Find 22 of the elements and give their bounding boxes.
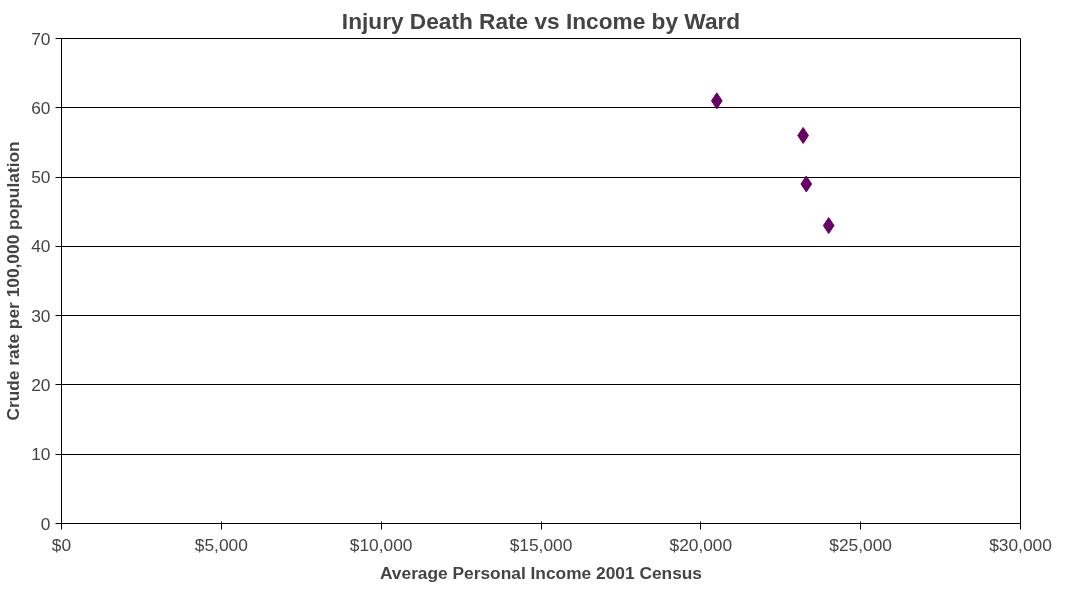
y-tick-label: 30 [31, 305, 51, 326]
y-tick-label: 10 [31, 444, 51, 465]
x-tick-label: $30,000 [989, 534, 1052, 555]
x-axis-title: Average Personal Income 2001 Census [380, 562, 703, 583]
x-tick-label: $25,000 [829, 534, 892, 555]
point [822, 217, 835, 235]
point [710, 92, 723, 110]
point [800, 175, 813, 193]
x-tick-label: $10,000 [349, 534, 413, 555]
y-tick-label: 20 [31, 374, 51, 395]
y-tick-label: 50 [31, 167, 51, 188]
y-tick-label: 0 [40, 513, 51, 534]
y-axis-title: Crude rate per 100,000 population [3, 141, 24, 421]
point [797, 127, 809, 144]
x-tick-label: $20,000 [669, 534, 733, 555]
x-tick-label: $0 [51, 534, 72, 555]
y-tick-label: 40 [31, 236, 51, 257]
x-tick-label: $5,000 [194, 534, 248, 555]
x-tick-label: $15,000 [509, 534, 573, 555]
y-tick-label: 70 [31, 28, 51, 49]
y-tick-label: 60 [31, 97, 51, 118]
chart-title: Injury Death Rate vs Income by Ward [341, 7, 741, 34]
